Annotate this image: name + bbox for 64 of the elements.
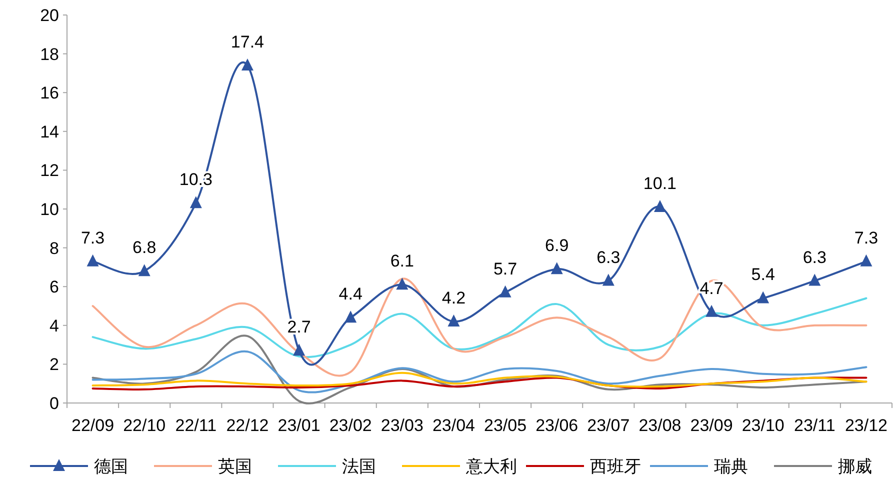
point — [654, 200, 666, 212]
y-tick-label: 10 — [40, 200, 59, 219]
point — [190, 196, 202, 208]
x-tick-label: 22/11 — [175, 416, 217, 435]
point — [138, 264, 150, 276]
x-tick-label: 22/09 — [72, 416, 114, 435]
y-tick-label: 16 — [40, 84, 59, 103]
data-label: 6.9 — [545, 236, 569, 256]
legend-label: 瑞典 — [714, 457, 748, 476]
y-tick-label: 12 — [40, 161, 59, 180]
data-label: 6.3 — [802, 248, 826, 267]
legend-label: 英国 — [218, 457, 252, 476]
point — [86, 254, 99, 266]
legend-label: 德国 — [94, 457, 128, 476]
data-label: 17.4 — [230, 32, 264, 52]
x-tick-label: 23/08 — [638, 416, 682, 435]
point — [396, 278, 408, 290]
x-tick-label: 23/02 — [329, 416, 372, 435]
x-tick-label: 23/07 — [587, 416, 630, 435]
point — [757, 291, 770, 304]
y-tick-label: 18 — [40, 44, 59, 64]
y-tick-label: 2 — [50, 355, 59, 374]
point — [550, 262, 563, 274]
x-tick-label: 23/04 — [432, 416, 475, 435]
data-label: 10.1 — [643, 174, 677, 194]
legend-label: 意大利 — [465, 457, 517, 476]
point — [706, 304, 718, 317]
x-tick-label: 23/10 — [742, 416, 784, 435]
x-tick-label: 22/10 — [123, 416, 166, 435]
legend-label: 法国 — [342, 457, 376, 476]
data-label: 6.8 — [132, 238, 156, 258]
y-tick-label: 20 — [40, 6, 59, 25]
x-tick-label: 23/03 — [380, 416, 424, 435]
data-label: 5.7 — [493, 259, 518, 278]
point — [344, 310, 357, 323]
data-label: 7.3 — [854, 228, 878, 248]
data-label: 4.7 — [700, 278, 724, 298]
point — [602, 274, 614, 286]
point — [860, 254, 872, 266]
point — [808, 274, 821, 286]
point — [499, 285, 512, 298]
y-tick-label: 4 — [50, 316, 59, 336]
point — [448, 314, 460, 327]
data-label: 7.3 — [80, 228, 105, 248]
point — [293, 344, 306, 356]
y-tick-label: 6 — [50, 278, 59, 297]
legend-label: 西班牙 — [590, 457, 641, 476]
x-tick-label: 23/01 — [278, 416, 320, 435]
y-tick-label: 8 — [50, 238, 59, 258]
data-label: 4.4 — [338, 284, 362, 304]
data-label: 6.1 — [390, 252, 414, 271]
y-tick-label: 0 — [50, 394, 59, 413]
x-tick-label: 23/06 — [536, 416, 578, 435]
x-tick-label: 23/11 — [794, 416, 836, 435]
point — [241, 58, 254, 70]
x-tick-label: 23/09 — [690, 416, 733, 435]
data-label: 4.2 — [442, 288, 466, 308]
x-tick-label: 23/05 — [484, 416, 527, 435]
legend-label: 挪威 — [838, 457, 872, 476]
x-tick-label: 23/12 — [844, 416, 888, 435]
data-label: 5.4 — [751, 265, 775, 284]
data-label: 6.3 — [596, 248, 620, 267]
y-tick-label: 14 — [40, 122, 59, 142]
x-tick-label: 22/12 — [226, 416, 269, 435]
